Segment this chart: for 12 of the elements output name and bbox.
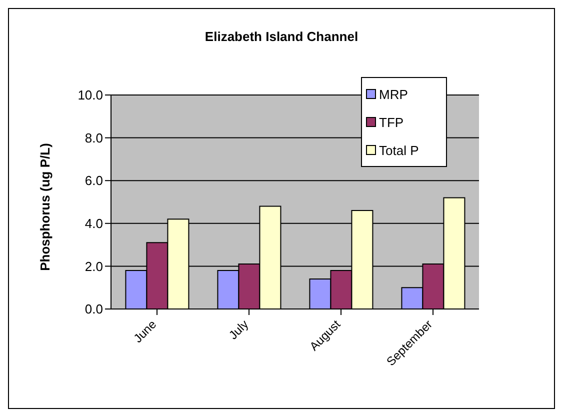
y-tick-label: 8.0 xyxy=(84,130,103,146)
y-tick-label: 0.0 xyxy=(84,302,103,317)
legend-label: Total P xyxy=(378,142,420,160)
x-tick-label: July xyxy=(226,317,252,342)
y-tick-label: 6.0 xyxy=(84,173,103,188)
legend-label: TFP xyxy=(378,114,405,132)
chart-title: Elizabeth Island Channel xyxy=(204,29,360,44)
legend-label: MRP xyxy=(378,86,409,104)
y-tick-label: 4.0 xyxy=(84,216,103,232)
y-tick-label: 10.0 xyxy=(78,88,103,103)
y-axis-title: Phosphorus (ug P/L) xyxy=(38,143,52,271)
y-tick-label: 2.0 xyxy=(84,258,103,274)
